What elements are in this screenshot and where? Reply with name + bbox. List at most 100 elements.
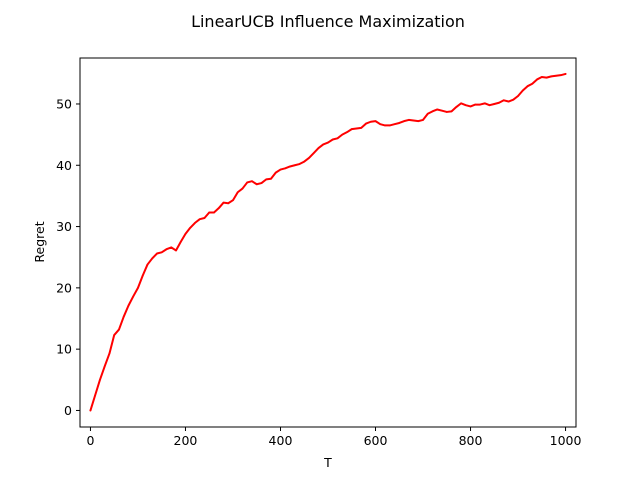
- data-point: [260, 182, 263, 184]
- data-point: [170, 246, 173, 249]
- data-point: [341, 133, 344, 136]
- data-point: [422, 119, 424, 121]
- data-point: [227, 202, 230, 205]
- data-point: [350, 128, 353, 130]
- data-point: [322, 143, 325, 146]
- plot-frame: [79, 57, 577, 428]
- data-point: [540, 76, 543, 78]
- data-point: [165, 248, 168, 251]
- data-point: [289, 165, 291, 168]
- data-point: [94, 394, 96, 396]
- data-point: [127, 304, 130, 307]
- data-point: [175, 249, 177, 252]
- data-point: [222, 201, 225, 204]
- data-point: [331, 138, 334, 141]
- data-point: [236, 191, 239, 194]
- data-point: [417, 120, 420, 122]
- data-point: [388, 124, 391, 127]
- data-point: [526, 85, 529, 87]
- x-tick-label: 600: [364, 433, 388, 448]
- data-point: [431, 110, 434, 113]
- x-tick-label: 400: [269, 433, 293, 448]
- data-point: [407, 119, 410, 121]
- data-point: [293, 164, 296, 167]
- data-point: [113, 334, 116, 336]
- y-tick-label: 50: [56, 96, 72, 111]
- data-point: [327, 141, 329, 144]
- data-point: [555, 74, 557, 77]
- data-point: [251, 180, 253, 182]
- data-point: [232, 199, 234, 202]
- data-point: [464, 104, 467, 106]
- data-point: [89, 409, 92, 412]
- plot-area: [80, 58, 576, 427]
- data-point: [365, 122, 367, 125]
- data-point: [151, 257, 154, 260]
- data-point: [122, 315, 125, 318]
- data-point: [469, 105, 472, 108]
- data-point: [312, 152, 315, 154]
- data-point: [560, 74, 562, 76]
- data-point: [156, 252, 158, 255]
- data-point: [521, 89, 524, 92]
- data-point: [488, 104, 491, 106]
- data-point: [550, 75, 553, 78]
- data-point: [426, 112, 429, 115]
- data-point: [398, 122, 401, 124]
- data-point: [189, 226, 192, 229]
- data-point: [118, 328, 120, 331]
- data-point: [536, 78, 538, 81]
- x-axis-label: T: [323, 455, 332, 470]
- data-point: [403, 120, 405, 122]
- data-point: [479, 103, 481, 106]
- data-point: [317, 147, 320, 149]
- data-point: [441, 109, 443, 112]
- x-tick-label: 200: [174, 433, 198, 448]
- data-point: [460, 102, 462, 105]
- data-point: [99, 379, 101, 381]
- data-point: [379, 123, 382, 125]
- data-point: [103, 365, 106, 368]
- data-point: [146, 263, 149, 266]
- y-tick-label: 10: [56, 342, 72, 357]
- data-point: [450, 110, 453, 113]
- data-point: [198, 218, 201, 221]
- x-tick-label: 1000: [550, 433, 582, 448]
- data-point: [412, 119, 415, 122]
- data-point: [483, 102, 486, 105]
- y-axis-label: Regret: [32, 221, 47, 262]
- data-point: [137, 287, 139, 289]
- data-point: [246, 181, 249, 184]
- data-point: [274, 171, 277, 174]
- data-point: [445, 111, 448, 113]
- data-point: [502, 99, 505, 102]
- data-point: [355, 127, 358, 130]
- data-point: [308, 157, 310, 159]
- data-point: [360, 127, 363, 129]
- data-point: [369, 120, 372, 123]
- data-point: [279, 168, 282, 171]
- data-point: [255, 183, 258, 186]
- data-point: [184, 233, 187, 235]
- data-point: [384, 124, 386, 127]
- data-point: [436, 108, 439, 111]
- data-point: [160, 251, 163, 254]
- data-point: [455, 106, 458, 108]
- data-point: [217, 207, 220, 209]
- y-tick-label: 30: [56, 219, 72, 234]
- data-point: [493, 103, 496, 105]
- data-point: [241, 187, 244, 190]
- data-point: [545, 76, 548, 79]
- data-point: [374, 120, 377, 122]
- data-point: [531, 82, 534, 85]
- data-point: [213, 211, 215, 214]
- data-point: [298, 163, 301, 165]
- data-point: [512, 98, 515, 101]
- x-tick-label: 0: [86, 433, 94, 448]
- x-tick-label: 800: [459, 433, 483, 448]
- data-point: [303, 160, 306, 163]
- y-tick-label: 40: [56, 158, 72, 173]
- data-point: [108, 352, 111, 355]
- data-point: [284, 167, 287, 170]
- data-point: [564, 73, 567, 75]
